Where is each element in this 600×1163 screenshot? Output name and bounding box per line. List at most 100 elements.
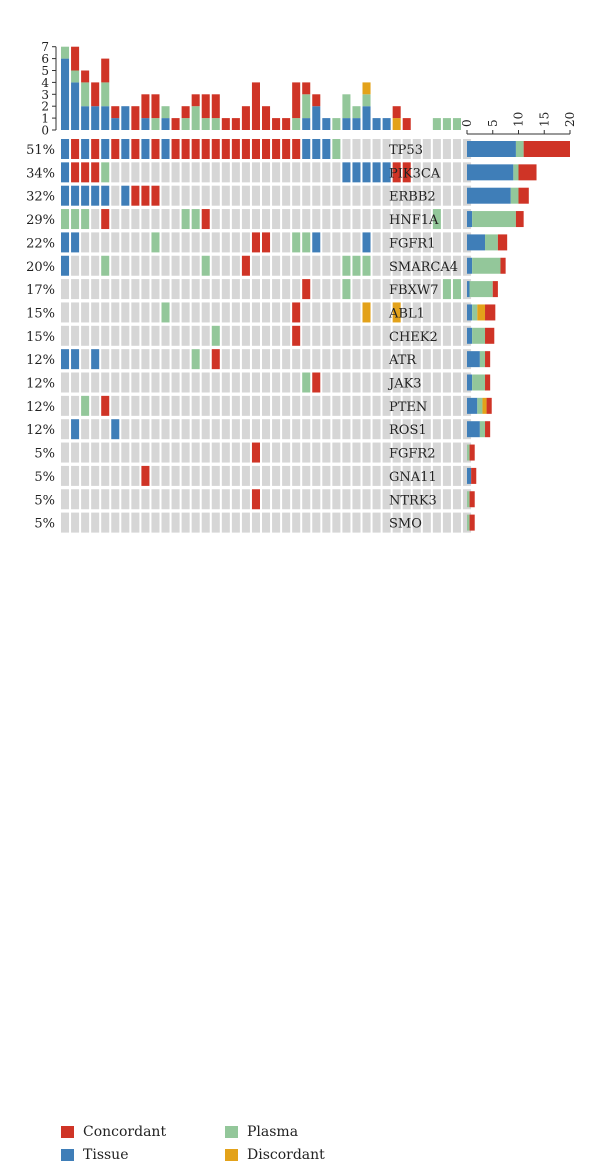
empty-cell	[191, 302, 200, 323]
empty-cell	[91, 255, 100, 276]
empty-cell	[432, 255, 441, 276]
percentage-label: 51%	[26, 143, 55, 158]
empty-cell	[111, 465, 120, 486]
empty-cell	[251, 349, 260, 370]
empty-cell	[452, 419, 461, 440]
mutation-cell-concordant	[201, 139, 210, 159]
sample-bar-plasma	[211, 118, 220, 130]
empty-cell	[151, 442, 160, 463]
empty-cell	[292, 255, 301, 276]
empty-cell	[372, 349, 381, 370]
empty-cell	[141, 395, 150, 416]
empty-cell	[61, 325, 70, 346]
sample-bar-plasma	[181, 118, 190, 130]
sample-bar-plasma	[81, 82, 90, 107]
empty-cell	[452, 465, 461, 486]
mutation-cell-tissue	[382, 162, 391, 183]
empty-cell	[362, 185, 371, 206]
mutation-cell-plasma	[452, 279, 461, 300]
empty-cell	[302, 465, 311, 486]
mutation-cell-concordant	[392, 162, 401, 183]
empty-cell	[262, 419, 271, 440]
mutation-cell-concordant	[251, 232, 260, 253]
empty-cell	[161, 465, 170, 486]
sample-bar-concordant	[131, 106, 140, 130]
empty-cell	[101, 419, 110, 440]
gene-bar-concordant	[492, 281, 498, 298]
empty-cell	[181, 465, 190, 486]
sample-bar-plasma	[151, 118, 160, 130]
percentage-label: 32%	[26, 190, 55, 205]
mutation-cell-tissue	[101, 185, 110, 206]
empty-cell	[81, 372, 90, 393]
empty-cell	[251, 209, 260, 230]
gene-bar-concordant	[486, 397, 492, 414]
sample-bar-plasma	[302, 94, 311, 119]
empty-cell	[211, 419, 220, 440]
empty-cell	[241, 279, 250, 300]
empty-cell	[452, 395, 461, 416]
empty-cell	[262, 279, 271, 300]
empty-cell	[171, 442, 180, 463]
percentage-label: 15%	[26, 306, 55, 321]
empty-cell	[211, 512, 220, 533]
empty-cell	[422, 279, 431, 300]
mutation-cell-tissue	[61, 255, 70, 276]
empty-cell	[231, 255, 240, 276]
gene-bar-concordant	[469, 491, 475, 508]
mutation-cell-concordant	[251, 442, 260, 463]
empty-cell	[422, 465, 431, 486]
empty-cell	[151, 302, 160, 323]
percentage-label: 29%	[26, 213, 55, 228]
empty-cell	[272, 255, 281, 276]
empty-cell	[111, 442, 120, 463]
empty-cell	[262, 302, 271, 323]
mutation-cell-plasma	[352, 255, 361, 276]
empty-cell	[161, 372, 170, 393]
empty-cell	[352, 232, 361, 253]
gene-label: JAK3	[387, 377, 422, 392]
empty-cell	[91, 442, 100, 463]
sample-bar-tissue	[121, 106, 130, 130]
empty-cell	[91, 489, 100, 510]
sample-bar-tissue	[372, 118, 381, 130]
mutation-cell-plasma	[342, 255, 351, 276]
empty-cell	[322, 185, 331, 206]
empty-cell	[181, 162, 190, 183]
empty-cell	[422, 209, 431, 230]
mutation-cell-concordant	[292, 325, 301, 346]
empty-cell	[221, 185, 230, 206]
empty-cell	[61, 489, 70, 510]
empty-cell	[201, 465, 210, 486]
empty-cell	[131, 209, 140, 230]
empty-cell	[151, 372, 160, 393]
empty-cell	[101, 302, 110, 323]
empty-cell	[372, 489, 381, 510]
sample-bar-concordant	[231, 118, 240, 130]
empty-cell	[402, 349, 411, 370]
empty-cell	[131, 442, 140, 463]
empty-cell	[402, 489, 411, 510]
empty-cell	[352, 465, 361, 486]
empty-cell	[251, 255, 260, 276]
empty-cell	[442, 255, 451, 276]
empty-cell	[121, 325, 130, 346]
empty-cell	[282, 419, 291, 440]
empty-cell	[81, 349, 90, 370]
empty-cell	[71, 255, 80, 276]
empty-cell	[161, 209, 170, 230]
empty-cell	[262, 442, 271, 463]
mutation-cell-concordant	[151, 139, 160, 159]
sample-bar-plasma	[452, 118, 461, 130]
right-axis-tick-label: 20	[563, 112, 577, 127]
empty-cell	[412, 465, 421, 486]
sample-bar-plasma	[442, 118, 451, 130]
empty-cell	[382, 255, 391, 276]
empty-cell	[71, 442, 80, 463]
empty-cell	[302, 255, 311, 276]
empty-cell	[382, 512, 391, 533]
mutation-cell-discordant	[362, 302, 371, 323]
empty-cell	[302, 209, 311, 230]
mutation-cell-concordant	[71, 162, 80, 183]
empty-cell	[241, 325, 250, 346]
